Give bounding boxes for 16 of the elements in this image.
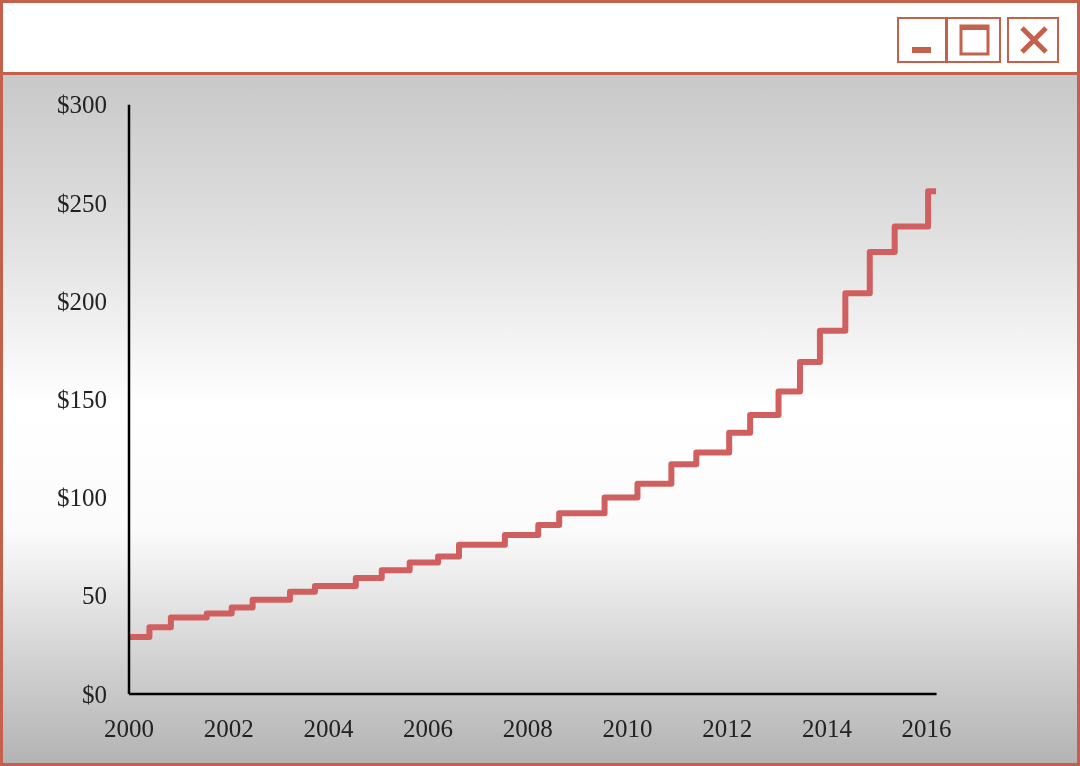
x-tick-label: 2006: [403, 714, 454, 742]
x-tick-label: 2004: [303, 714, 354, 742]
y-tick-label: $300: [57, 91, 107, 119]
y-tick-label: 50: [82, 582, 107, 610]
x-tick-label: 2014: [801, 714, 853, 742]
x-tick-label: 2008: [502, 714, 553, 742]
x-tick-label: 2010: [602, 714, 653, 742]
y-tick-label: $200: [57, 287, 107, 315]
y-tick-label: $100: [57, 484, 107, 512]
y-tick-label: $150: [57, 385, 107, 413]
x-tick-label: 2000: [104, 714, 154, 742]
x-tick-label: 2002: [203, 714, 254, 742]
x-tick-label: 2012: [702, 714, 753, 742]
x-tick-label: 2016: [901, 714, 952, 742]
y-tick-label: $250: [57, 189, 107, 217]
y-tick-label: $0: [82, 680, 107, 708]
